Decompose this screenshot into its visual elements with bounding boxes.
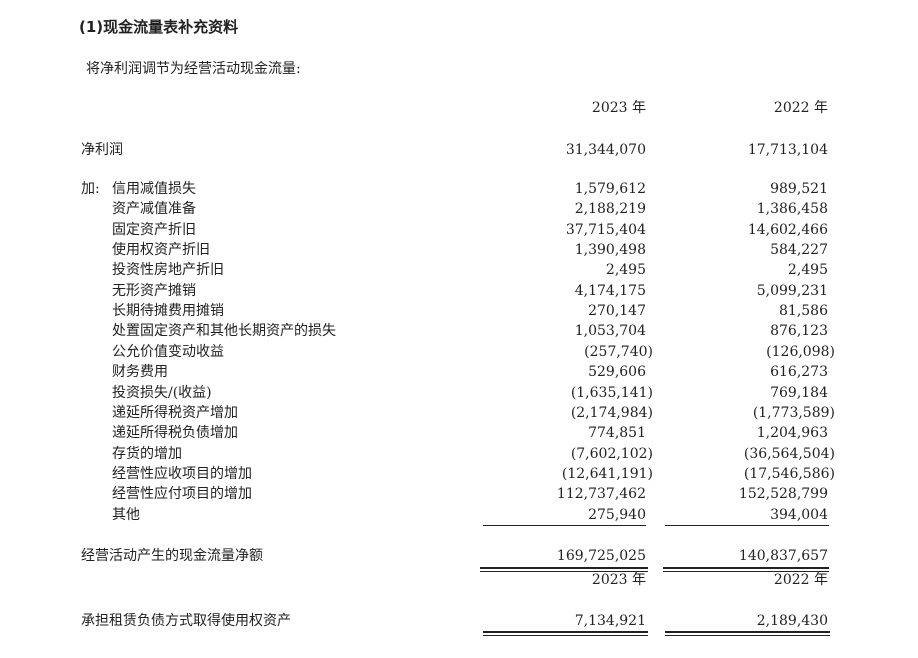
item-value-2023: (12,641,191) [561, 465, 653, 482]
add-prefix: 加: [81, 181, 100, 197]
item-label: 投资损失/(收益) [112, 384, 212, 401]
item-value-2023: 1,390,498 [574, 242, 646, 259]
item-value-2023: (257,740) [584, 343, 653, 360]
net-profit-2023: 31,344,070 [565, 142, 646, 158]
subtotal-line-2022 [665, 525, 829, 526]
header2-2023: 2023 年 [591, 572, 646, 588]
item-value-2022: 394,004 [770, 506, 828, 523]
net-profit-label: 净利润 [81, 142, 123, 158]
rou-2022: 2,189,430 [756, 613, 828, 629]
item-label: 资产减值准备 [112, 201, 196, 218]
net-cash-label: 经营活动产生的现金流量净额 [81, 548, 263, 564]
item-value-2023: 1,579,612 [574, 181, 646, 197]
item-value-2023: 275,940 [588, 506, 646, 523]
rou-double-line-2023 [483, 631, 648, 636]
item-value-2022: 1,204,963 [756, 425, 828, 442]
item-value-2022: 584,227 [770, 242, 828, 259]
item-label: 经营性应收项目的增加 [112, 465, 252, 482]
item-value-2023: 774,851 [588, 425, 646, 442]
item-value-2022: 1,386,458 [756, 201, 828, 218]
item-value-2023: 4,174,175 [574, 282, 646, 299]
item-label: 存货的增加 [112, 445, 182, 462]
item-label: 递延所得税负债增加 [112, 425, 238, 442]
item-label: 无形资产摊销 [112, 282, 196, 299]
item-value-2022: (36,564,504) [743, 445, 835, 462]
item-value-2022: 81,586 [779, 303, 828, 320]
item-value-2023: 2,188,219 [574, 201, 646, 218]
item-label: 经营性应付项目的增加 [112, 486, 252, 503]
item-value-2023: 529,606 [588, 364, 646, 381]
item-label: 投资性房地产折旧 [112, 262, 224, 279]
item-label: 长期待摊费用摊销 [112, 303, 224, 320]
item-value-2022: 769,184 [770, 384, 828, 401]
item-value-2022: 5,099,231 [756, 282, 828, 299]
item-value-2022: 152,528,799 [738, 486, 828, 503]
item-value-2022: (126,098) [766, 343, 835, 360]
net-profit-2022: 17,713,104 [747, 142, 828, 158]
item-label: 递延所得税资产增加 [112, 404, 238, 421]
item-value-2023: (1,635,141) [570, 384, 653, 401]
item-label: 信用减值损失 [112, 181, 196, 197]
item-label: 使用权资产折旧 [112, 242, 210, 259]
rou-label: 承担租赁负债方式取得使用权资产 [81, 613, 291, 629]
item-value-2023: (2,174,984) [570, 404, 653, 421]
item-label: 公允价值变动收益 [112, 343, 224, 360]
header-2022: 2022 年 [773, 100, 828, 116]
item-value-2022: 616,273 [770, 364, 828, 381]
section-title: (1)现金流量表补充资料 [79, 18, 239, 36]
item-value-2023: 1,053,704 [574, 323, 646, 340]
item-value-2023: 270,147 [588, 303, 646, 320]
total-double-line-2023 [480, 567, 648, 572]
item-value-2023: 2,495 [605, 262, 646, 279]
header2-2022: 2022 年 [773, 572, 828, 588]
item-value-2022: 14,602,466 [747, 221, 828, 238]
rou-double-line-2022 [665, 631, 830, 636]
net-cash-2022: 140,837,657 [738, 548, 828, 564]
item-value-2022: 876,123 [770, 323, 828, 340]
item-value-2022: 2,495 [787, 262, 828, 279]
item-value-2022: (1,773,589) [752, 404, 835, 421]
subtotal-line-2023 [483, 525, 646, 526]
item-label: 固定资产折旧 [112, 221, 196, 238]
item-label: 处置固定资产和其他长期资产的损失 [112, 323, 336, 340]
item-value-2023: (7,602,102) [570, 445, 653, 462]
item-value-2023: 37,715,404 [565, 221, 646, 238]
net-cash-2023: 169,725,025 [556, 548, 646, 564]
rou-2023: 7,134,921 [574, 613, 646, 629]
total-double-line-2022 [663, 567, 829, 572]
header-2023: 2023 年 [591, 100, 646, 116]
section-subtitle: 将净利润调节为经营活动现金流量: [86, 61, 301, 77]
item-label: 财务费用 [112, 364, 168, 381]
item-value-2022: 989,521 [770, 181, 828, 197]
item-label: 其他 [112, 506, 140, 523]
item-value-2022: (17,546,586) [743, 465, 835, 482]
item-value-2023: 112,737,462 [556, 486, 646, 503]
